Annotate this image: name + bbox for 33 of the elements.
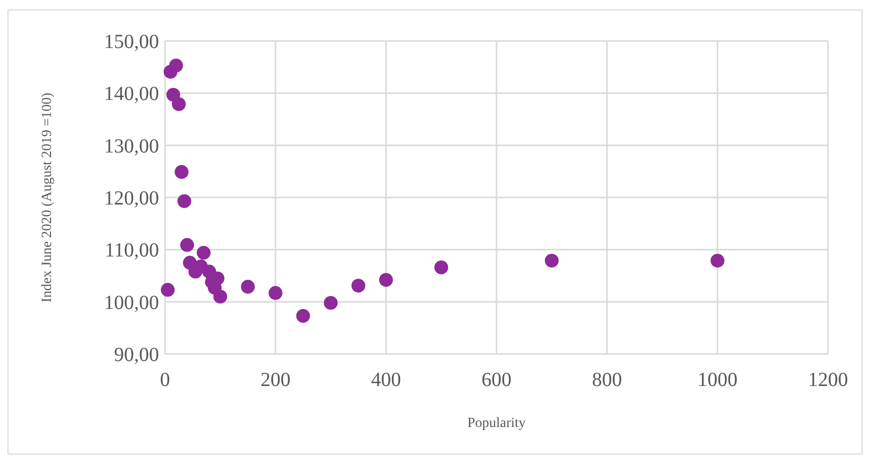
y-tick-label: 120,00 [104,188,159,210]
point [434,260,448,274]
x-tick-label: 400 [371,369,401,391]
point [172,97,186,112]
point [296,309,310,323]
y-tick-label: 130,00 [104,135,159,158]
y-axis-title: Index June 2020 (August 2019 =100) [40,92,55,302]
point [544,254,559,268]
point [379,273,393,287]
point [169,58,183,72]
point [268,286,282,300]
x-tick-label: 1200 [808,369,848,391]
point [174,165,188,179]
point [240,280,255,294]
point [180,238,194,252]
y-tick-label: 140,00 [104,83,159,106]
x-tick-label: 200 [260,369,290,391]
y-tick-label: 90,00 [114,344,159,366]
point [324,296,338,310]
point [160,282,175,297]
y-tick-label: 150,00 [104,31,159,53]
x-tick-label: 800 [592,369,622,391]
x-tick-label: 600 [482,369,512,391]
point [351,278,366,293]
x-axis-title: Popularity [467,416,526,431]
y-tick-label: 110,00 [104,240,159,262]
point [710,254,724,268]
point [196,246,211,260]
point [177,194,192,208]
point [213,290,228,304]
x-tick-label: 0 [160,369,170,391]
y-tick-label: 100,00 [104,292,159,314]
x-tick-label: 1000 [698,369,738,391]
